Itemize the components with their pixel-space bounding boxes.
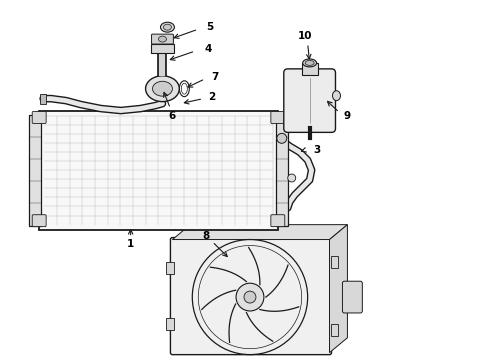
- FancyBboxPatch shape: [271, 215, 285, 227]
- Bar: [167, 319, 174, 330]
- Ellipse shape: [333, 91, 341, 100]
- Circle shape: [288, 174, 295, 182]
- FancyBboxPatch shape: [32, 112, 46, 123]
- Bar: [40, 94, 46, 104]
- FancyBboxPatch shape: [151, 34, 173, 44]
- FancyBboxPatch shape: [32, 215, 46, 227]
- Text: 7: 7: [212, 72, 219, 82]
- Ellipse shape: [305, 60, 314, 66]
- Ellipse shape: [146, 76, 179, 102]
- Ellipse shape: [152, 81, 172, 96]
- Text: 1: 1: [127, 239, 134, 248]
- Ellipse shape: [161, 22, 174, 32]
- Bar: [276, 114, 288, 226]
- Text: 5: 5: [207, 22, 214, 32]
- FancyBboxPatch shape: [343, 281, 362, 313]
- Circle shape: [277, 133, 287, 143]
- Ellipse shape: [158, 36, 167, 42]
- Text: 10: 10: [297, 31, 312, 41]
- Text: 2: 2: [209, 92, 216, 102]
- Text: 9: 9: [344, 112, 351, 121]
- Bar: [302, 63, 318, 75]
- Text: 6: 6: [169, 111, 176, 121]
- Ellipse shape: [303, 59, 317, 67]
- Text: 4: 4: [204, 44, 212, 54]
- Circle shape: [236, 283, 264, 311]
- Ellipse shape: [164, 24, 171, 30]
- FancyBboxPatch shape: [284, 69, 336, 132]
- Bar: [331, 256, 339, 268]
- FancyBboxPatch shape: [171, 238, 332, 355]
- Circle shape: [244, 291, 256, 303]
- Bar: [150, 44, 174, 53]
- Bar: [29, 114, 41, 226]
- Polygon shape: [329, 225, 347, 353]
- Bar: [39, 111, 278, 230]
- FancyBboxPatch shape: [271, 112, 285, 123]
- Text: 3: 3: [313, 145, 320, 155]
- Polygon shape: [172, 225, 347, 239]
- Bar: [167, 262, 174, 274]
- Bar: [331, 324, 339, 336]
- Text: 8: 8: [202, 230, 210, 240]
